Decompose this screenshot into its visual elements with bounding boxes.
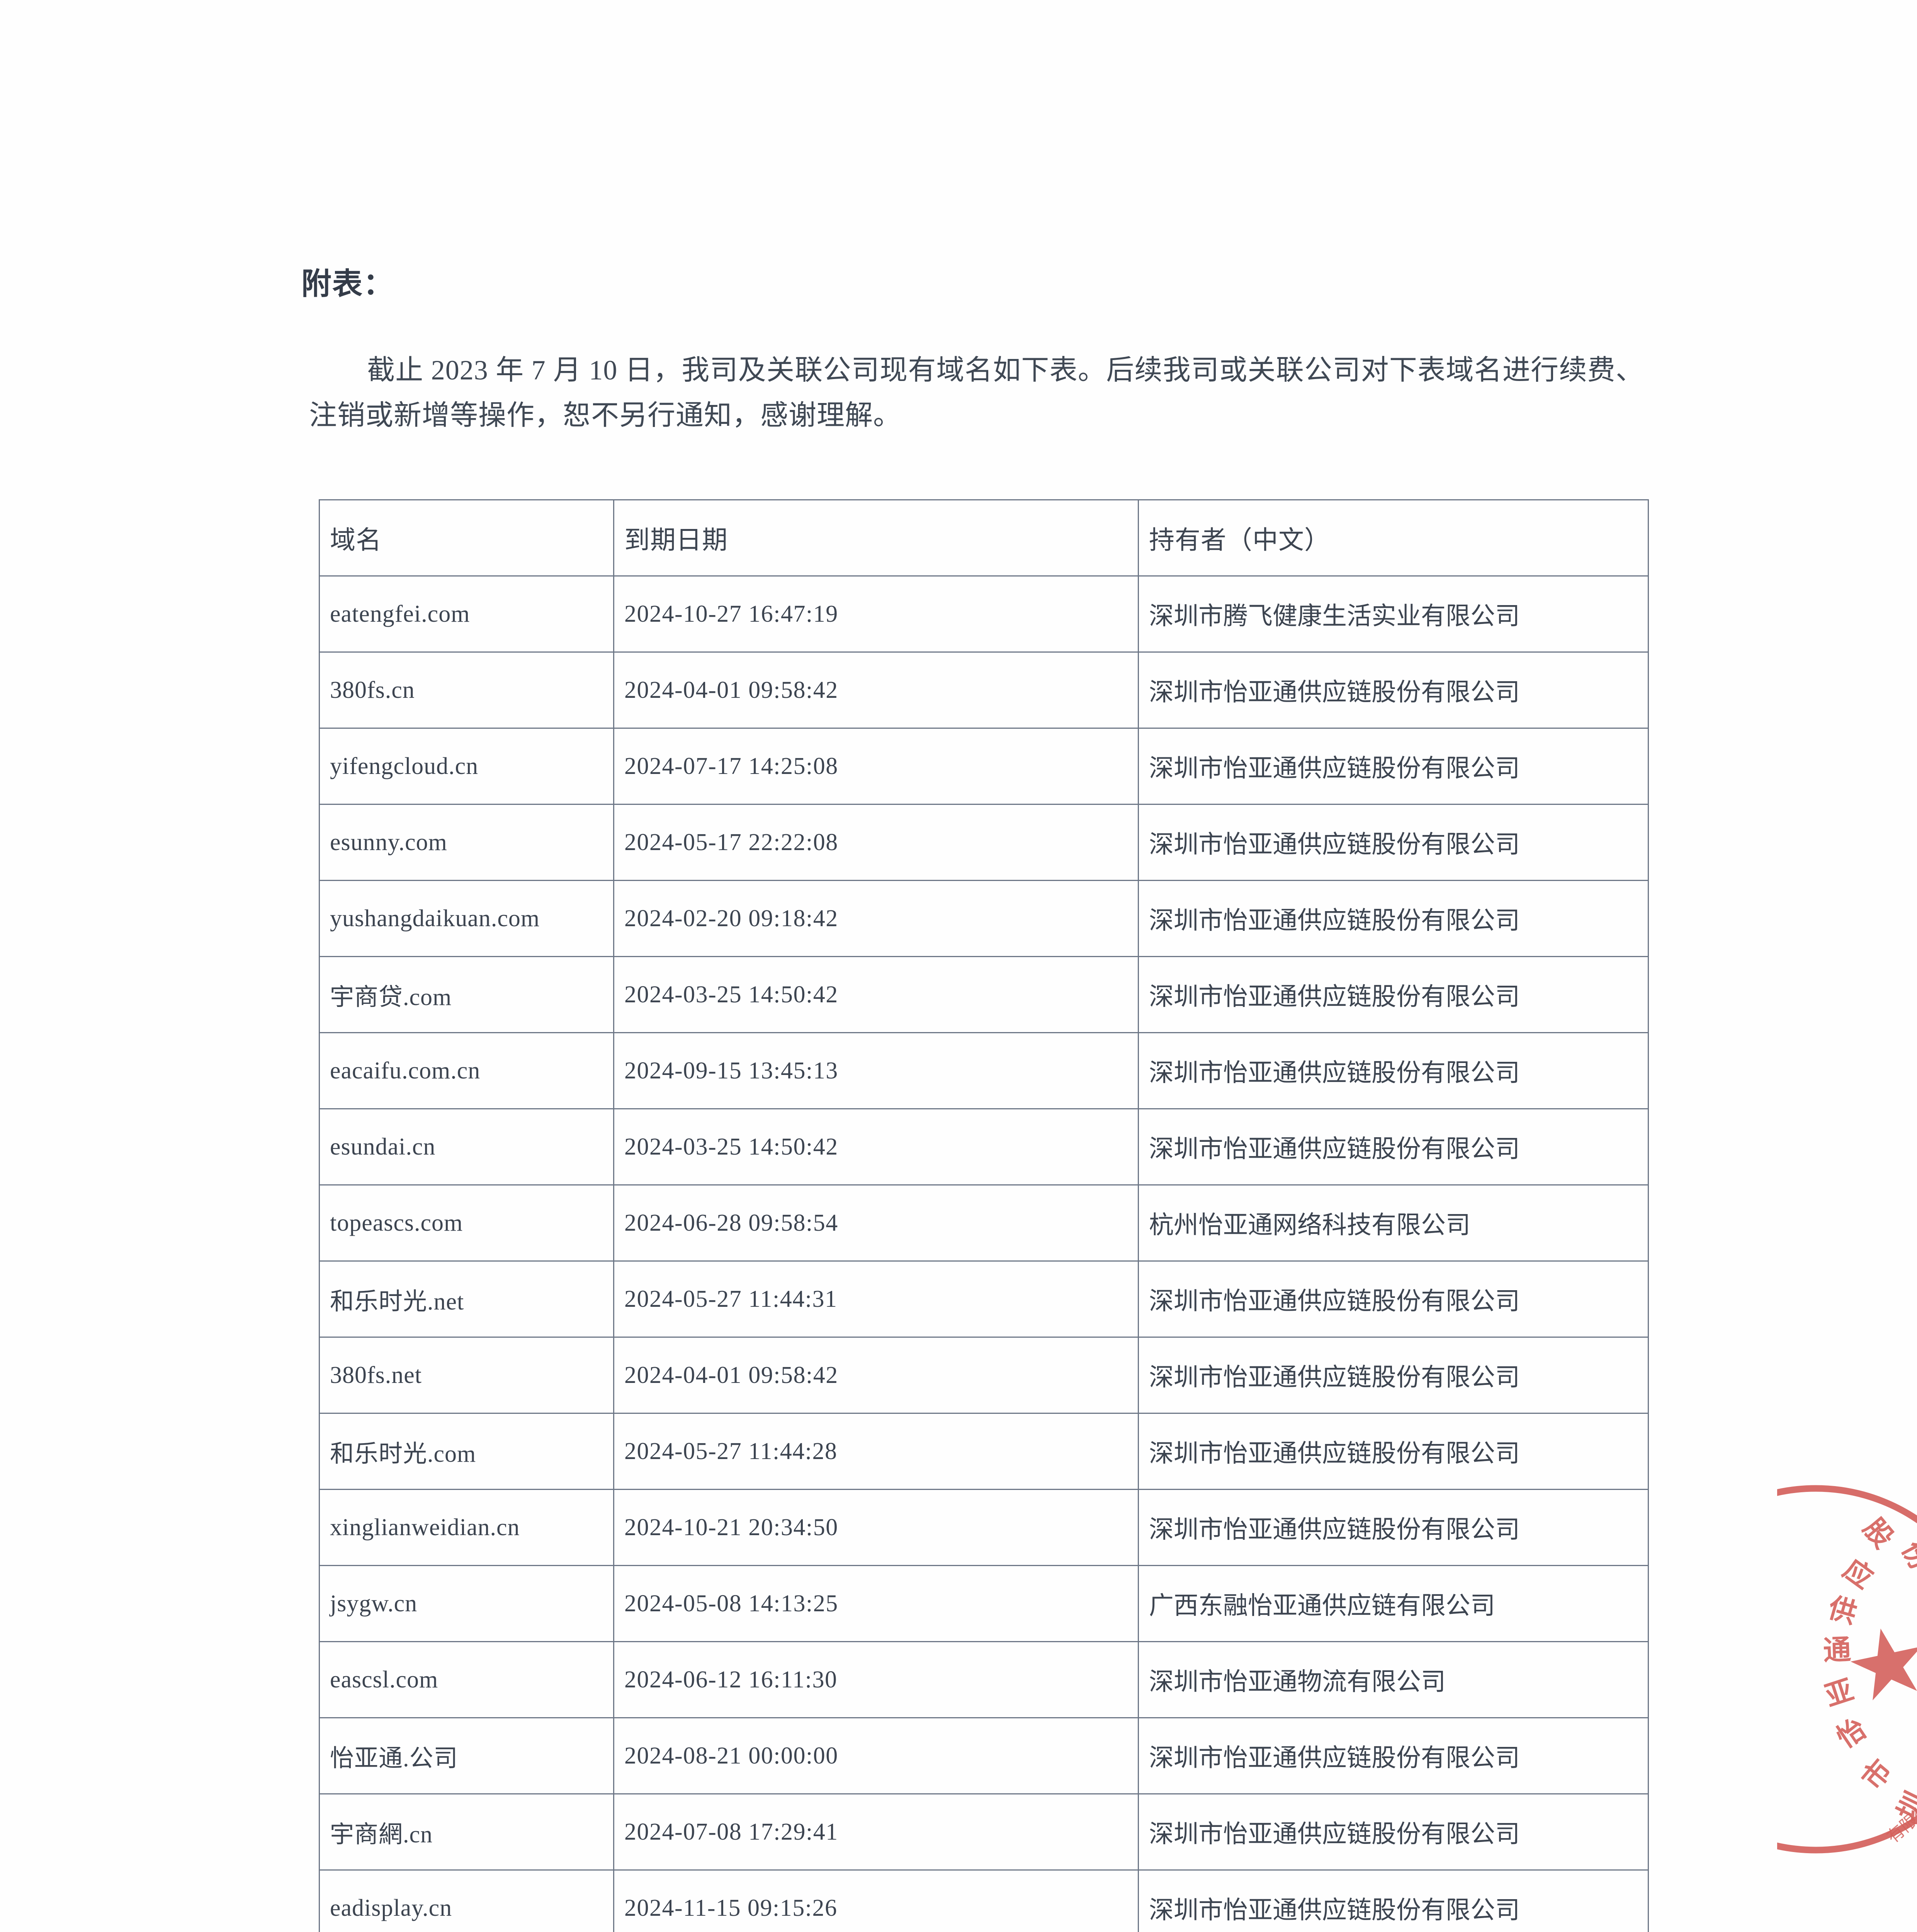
- cell-domain: topeascs.com: [319, 1184, 614, 1262]
- cell-domain: jsygw.cn: [319, 1565, 614, 1642]
- cell-holder: 杭州怡亚通网络科技有限公司: [1138, 1184, 1649, 1262]
- table-row: 380fs.cn 2024-04-01 09:58:42 深圳市怡亚通供应链股份有限…: [319, 651, 1649, 729]
- cell-expiry-date: 2024-10-27 16:47:19: [613, 575, 1139, 653]
- cell-expiry-date: 2024-04-01 09:58:42: [613, 1337, 1139, 1414]
- cell-domain: 380fs.net: [319, 1337, 614, 1414]
- table-row: eacaifu.com.cn 2024-09-15 13:45:13 深圳市怡亚通供…: [319, 1032, 1649, 1109]
- table-row: eascsl.com 2024-06-12 16:11:30 深圳市怡亚通物流有限公…: [319, 1641, 1649, 1718]
- table-row: jsygw.cn 2024-05-08 14:13:25 广西东融怡亚通供应链有限公…: [319, 1565, 1649, 1642]
- cell-holder: 深圳市怡亚通供应链股份有限公司: [1138, 956, 1649, 1033]
- cell-expiry-date: 2024-04-01 09:58:42: [613, 651, 1139, 729]
- cell-expiry-date: 2024-11-15 09:15:26: [613, 1869, 1139, 1932]
- cell-domain: eatengfei.com: [319, 575, 614, 653]
- cell-domain: esundai.cn: [319, 1108, 614, 1185]
- table-row: esunny.com 2024-05-17 22:22:08 深圳市怡亚通供应链股份…: [319, 804, 1649, 881]
- cell-expiry-date: 2024-07-08 17:29:41: [613, 1793, 1139, 1871]
- cell-holder: 深圳市怡亚通供应链股份有限公司: [1138, 1489, 1649, 1566]
- domain-list-table: 域名 到期日期 持有者（中文） eatengfei.com 2024-10-27 …: [319, 499, 1649, 1932]
- cell-expiry-date: 2024-06-28 09:58:54: [613, 1184, 1139, 1262]
- cell-expiry-date: 2024-06-12 16:11:30: [613, 1641, 1139, 1718]
- cell-domain: eacaifu.com.cn: [319, 1032, 614, 1109]
- column-header-domain: 域名: [319, 499, 614, 577]
- table-row: yushangdaikuan.com 2024-02-20 09:18:42 深圳市…: [319, 880, 1649, 957]
- cell-domain: eascsl.com: [319, 1641, 614, 1718]
- cell-domain: 和乐时光.net: [319, 1260, 614, 1338]
- table-row: 怡亚通.公司 2024-08-21 00:00:00 深圳市怡亚通供应链股份有限公司: [319, 1717, 1649, 1794]
- cell-holder: 深圳市怡亚通供应链股份有限公司: [1138, 1108, 1649, 1185]
- table-row: eatengfei.com 2024-10-27 16:47:19 深圳市腾飞健康生…: [319, 575, 1649, 653]
- cell-domain: 宇商網.cn: [319, 1793, 614, 1871]
- cell-holder: 深圳市怡亚通供应链股份有限公司: [1138, 1337, 1649, 1414]
- cell-holder: 深圳市怡亚通供应链股份有限公司: [1138, 1869, 1649, 1932]
- svg-text:供: 供: [1825, 1592, 1860, 1629]
- intro-paragraph: 截止 2023 年 7 月 10 日，我司及关联公司现有域名如下表。后续我司或关…: [309, 355, 1644, 431]
- cell-holder: 深圳市怡亚通供应链股份有限公司: [1138, 804, 1649, 881]
- svg-text:市: 市: [1856, 1754, 1898, 1796]
- page-title: 附表：: [301, 267, 394, 301]
- cell-holder: 深圳市怡亚通供应链股份有限公司: [1138, 880, 1649, 957]
- cell-expiry-date: 2024-09-15 13:45:13: [613, 1032, 1139, 1109]
- cell-expiry-date: 2024-07-17 14:25:08: [613, 728, 1139, 805]
- table-row: topeascs.com 2024-06-28 09:58:54 杭州怡亚通网络科技…: [319, 1184, 1649, 1262]
- cell-expiry-date: 2024-03-25 14:50:42: [613, 956, 1139, 1033]
- cell-holder: 深圳市怡亚通物流有限公司: [1138, 1641, 1649, 1718]
- svg-text:应: 应: [1838, 1553, 1878, 1595]
- table-row: esundai.cn 2024-03-25 14:50:42 深圳市怡亚通供应链股份…: [319, 1108, 1649, 1185]
- cell-holder: 深圳市怡亚通供应链股份有限公司: [1138, 1793, 1649, 1871]
- table-body: eatengfei.com 2024-10-27 16:47:19 深圳市腾飞健康生…: [319, 575, 1649, 1932]
- cell-holder: 深圳市腾飞健康生活实业有限公司: [1138, 575, 1649, 653]
- table-row: xinglianweidian.cn 2024-10-21 20:34:50 深圳市…: [319, 1489, 1649, 1566]
- cell-holder: 深圳市怡亚通供应链股份有限公司: [1138, 1717, 1649, 1794]
- cell-expiry-date: 2024-08-21 00:00:00: [613, 1717, 1139, 1794]
- column-header-expiry: 到期日期: [613, 499, 1139, 577]
- cell-holder: 广西东融怡亚通供应链有限公司: [1138, 1565, 1649, 1642]
- table-row: 和乐时光.net 2024-05-27 11:44:31 深圳市怡亚通供应链股份有限…: [319, 1260, 1649, 1338]
- cell-domain: 380fs.cn: [319, 651, 614, 729]
- cell-holder: 深圳市怡亚通供应链股份有限公司: [1138, 651, 1649, 729]
- cell-expiry-date: 2024-10-21 20:34:50: [613, 1489, 1139, 1566]
- svg-text:怡: 怡: [1831, 1713, 1871, 1754]
- table-row: yifengcloud.cn 2024-07-17 14:25:08 深圳市怡亚通供…: [319, 728, 1649, 805]
- table-row: eadisplay.cn 2024-11-15 09:15:26 深圳市怡亚通供应链…: [319, 1869, 1649, 1932]
- svg-text:圳: 圳: [1892, 1787, 1917, 1826]
- column-header-holder: 持有者（中文）: [1138, 499, 1649, 577]
- cell-domain: yushangdaikuan.com: [319, 880, 614, 957]
- svg-text:通: 通: [1823, 1634, 1852, 1666]
- table-header-row: 域名 到期日期 持有者（中文）: [319, 499, 1649, 577]
- cell-domain: xinglianweidian.cn: [319, 1489, 614, 1566]
- table-row: 和乐时光.com 2024-05-27 11:44:28 深圳市怡亚通供应链股份有限…: [319, 1413, 1649, 1490]
- cell-expiry-date: 2024-05-27 11:44:31: [613, 1260, 1139, 1338]
- cell-domain: 怡亚通.公司: [319, 1717, 614, 1794]
- cell-holder: 深圳市怡亚通供应链股份有限公司: [1138, 1413, 1649, 1490]
- cell-domain: 和乐时光.com: [319, 1413, 614, 1490]
- cell-domain: yifengcloud.cn: [319, 728, 614, 805]
- svg-text:股: 股: [1858, 1513, 1899, 1554]
- svg-text:有限公司: 有限公司: [1883, 1789, 1917, 1847]
- cell-holder: 深圳市怡亚通供应链股份有限公司: [1138, 1032, 1649, 1109]
- svg-text:份: 份: [1896, 1536, 1917, 1575]
- cell-holder: 深圳市怡亚通供应链股份有限公司: [1138, 728, 1649, 805]
- cell-domain: eadisplay.cn: [319, 1869, 614, 1932]
- cell-domain: esunny.com: [319, 804, 614, 881]
- cell-expiry-date: 2024-03-25 14:50:42: [613, 1108, 1139, 1185]
- company-seal-stamp: 股 份 应 供 通 亚 怡 市 圳 有限公司: [1777, 1472, 1917, 1866]
- cell-expiry-date: 2024-05-08 14:13:25: [613, 1565, 1139, 1642]
- svg-text:亚: 亚: [1821, 1674, 1857, 1712]
- table-row: 380fs.net 2024-04-01 09:58:42 深圳市怡亚通供应链股份有…: [319, 1337, 1649, 1414]
- cell-expiry-date: 2024-05-17 22:22:08: [613, 804, 1139, 881]
- cell-expiry-date: 2024-02-20 09:18:42: [613, 880, 1139, 957]
- cell-expiry-date: 2024-05-27 11:44:28: [613, 1413, 1139, 1490]
- table-row: 宇商贷.com 2024-03-25 14:50:42 深圳市怡亚通供应链股份有限公…: [319, 956, 1649, 1033]
- cell-holder: 深圳市怡亚通供应链股份有限公司: [1138, 1260, 1649, 1338]
- table-row: 宇商網.cn 2024-07-08 17:29:41 深圳市怡亚通供应链股份有限公司: [319, 1793, 1649, 1871]
- cell-domain: 宇商贷.com: [319, 956, 614, 1033]
